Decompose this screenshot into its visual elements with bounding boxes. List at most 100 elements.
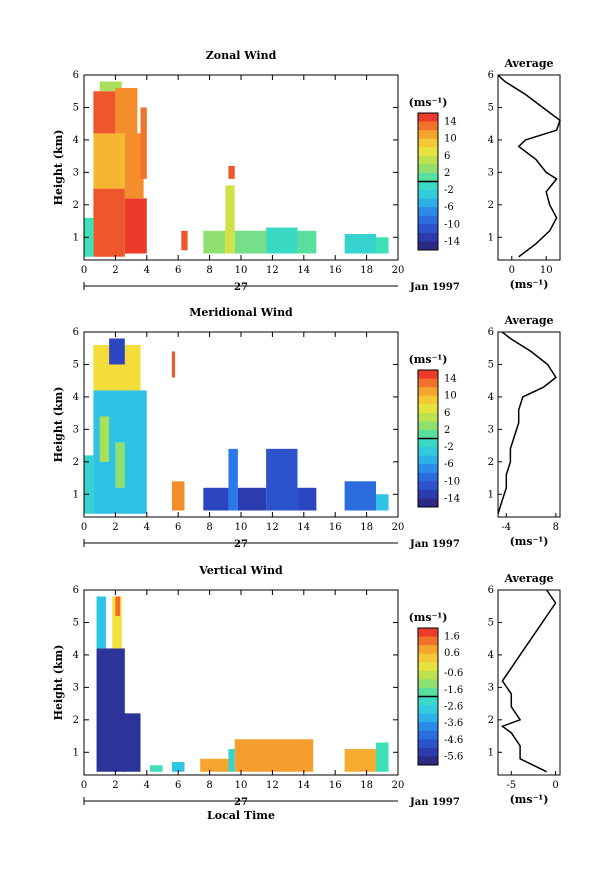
colorbar-tick-label: -0.6 [444,668,463,679]
average-frame [497,589,561,776]
colorbar-unit: (ms⁻¹) [409,353,448,366]
colorbar-step [418,378,438,388]
colorbar-step [418,232,438,242]
heatmap-cell [112,596,122,649]
x-tick-label: 12 [266,265,279,276]
colorbar-tick-label: 0.6 [444,648,460,659]
x-tick-label: 4 [144,780,150,791]
colorbar-tick-label: 14 [444,117,457,128]
colorbar-unit: (ms⁻¹) [409,96,448,109]
x-tick-label: 6 [175,265,181,276]
x-tick-label: 2 [112,522,118,533]
average-x-tick-label: -4 [501,522,511,533]
colorbar-tick-label: -14 [444,493,460,504]
average-y-tick-label: 4 [488,650,494,661]
colorbar-step [418,438,438,448]
x-tick-label: 0 [81,522,87,533]
x-tick-label: 8 [206,780,212,791]
x-tick-label: 16 [329,265,342,276]
colorbar-tick-label: 6 [444,151,450,162]
heatmap-cell [140,107,147,179]
colorbar-tick-label: 10 [444,134,457,145]
heatmap-cell [237,487,267,511]
heatmap-cell [171,762,185,772]
date-day-label: 27 [234,797,248,808]
x-tick-label: 0 [81,780,87,791]
x-tick-label: 2 [112,265,118,276]
y-tick-label: 2 [73,715,79,726]
heatmap-cell [115,87,138,134]
y-tick-label: 2 [73,457,79,468]
x-tick-label: 14 [297,522,310,533]
average-x-tick-label: 0 [509,265,515,276]
heatmap-cell [93,188,125,257]
x-tick-label: 10 [235,265,248,276]
colorbar-step [418,679,438,689]
average-y-tick-label: 2 [488,715,494,726]
x-tick-label: 6 [175,780,181,791]
colorbar-step [418,224,438,234]
heatmap-cell [376,237,389,254]
average-y-tick-label: 2 [488,200,494,211]
colorbar-step [418,395,438,405]
colorbar-step [418,121,438,131]
x-tick-label: 10 [235,522,248,533]
colorbar-step [418,722,438,732]
colorbar-step [418,429,438,439]
colorbar-tick-label: 14 [444,374,457,385]
colorbar-step [418,421,438,431]
heatmap-cell [203,230,226,254]
heatmap-cell [234,739,314,772]
panel-title: Vertical Wind [198,564,283,577]
colorbar-tick-label: -5.6 [444,752,463,763]
colorbar-tick-label: -6 [444,459,454,470]
x-tick-label: 2 [112,780,118,791]
y-tick-label: 5 [73,359,79,370]
y-axis-label: Height (km) [52,130,65,206]
average-frame [497,74,561,261]
y-axis-label: Height (km) [52,387,65,463]
colorbar-step [418,713,438,723]
x-tick-label: 12 [266,522,279,533]
average-y-tick-label: 4 [488,392,494,403]
panel-title: Zonal Wind [206,49,277,62]
heatmap-cell [376,742,389,772]
heatmap-cell [228,165,235,179]
colorbar-tick-label: -2 [444,442,454,453]
colorbar-step [418,696,438,706]
heatmap-cell [203,487,229,511]
heatmap-cell [96,648,125,772]
y-tick-label: 3 [73,167,79,178]
average-x-tick-label: 10 [540,265,553,276]
heatmap-cell [124,198,147,254]
average-title: Average [503,314,553,327]
average-unit: (ms⁻¹) [510,793,549,806]
x-tick-label: 20 [392,522,405,533]
colorbar-step [418,387,438,397]
colorbar-step [418,645,438,655]
heatmap-cell [99,81,122,92]
average-title: Average [503,57,553,70]
average-y-tick-label: 1 [488,747,494,758]
y-tick-label: 4 [73,650,79,661]
average-x-tick-label: 0 [552,780,558,791]
average-unit: (ms⁻¹) [510,278,549,291]
colorbar-step [418,113,438,123]
heatmap-cell [344,234,377,254]
x-tick-label: 20 [392,780,405,791]
average-profile-line [497,331,557,515]
average-y-tick-label: 5 [488,359,494,370]
colorbar-tick-label: -6 [444,202,454,213]
heatmap-cell [266,448,298,511]
x-tick-label: 10 [235,780,248,791]
heatmap-cell [297,487,317,511]
colorbar-step [418,730,438,740]
x-tick-label: 16 [329,522,342,533]
colorbar-step [418,172,438,182]
colorbar-step [418,464,438,474]
average-y-tick-label: 2 [488,457,494,468]
y-tick-label: 4 [73,135,79,146]
heatmap-cell [96,596,106,649]
